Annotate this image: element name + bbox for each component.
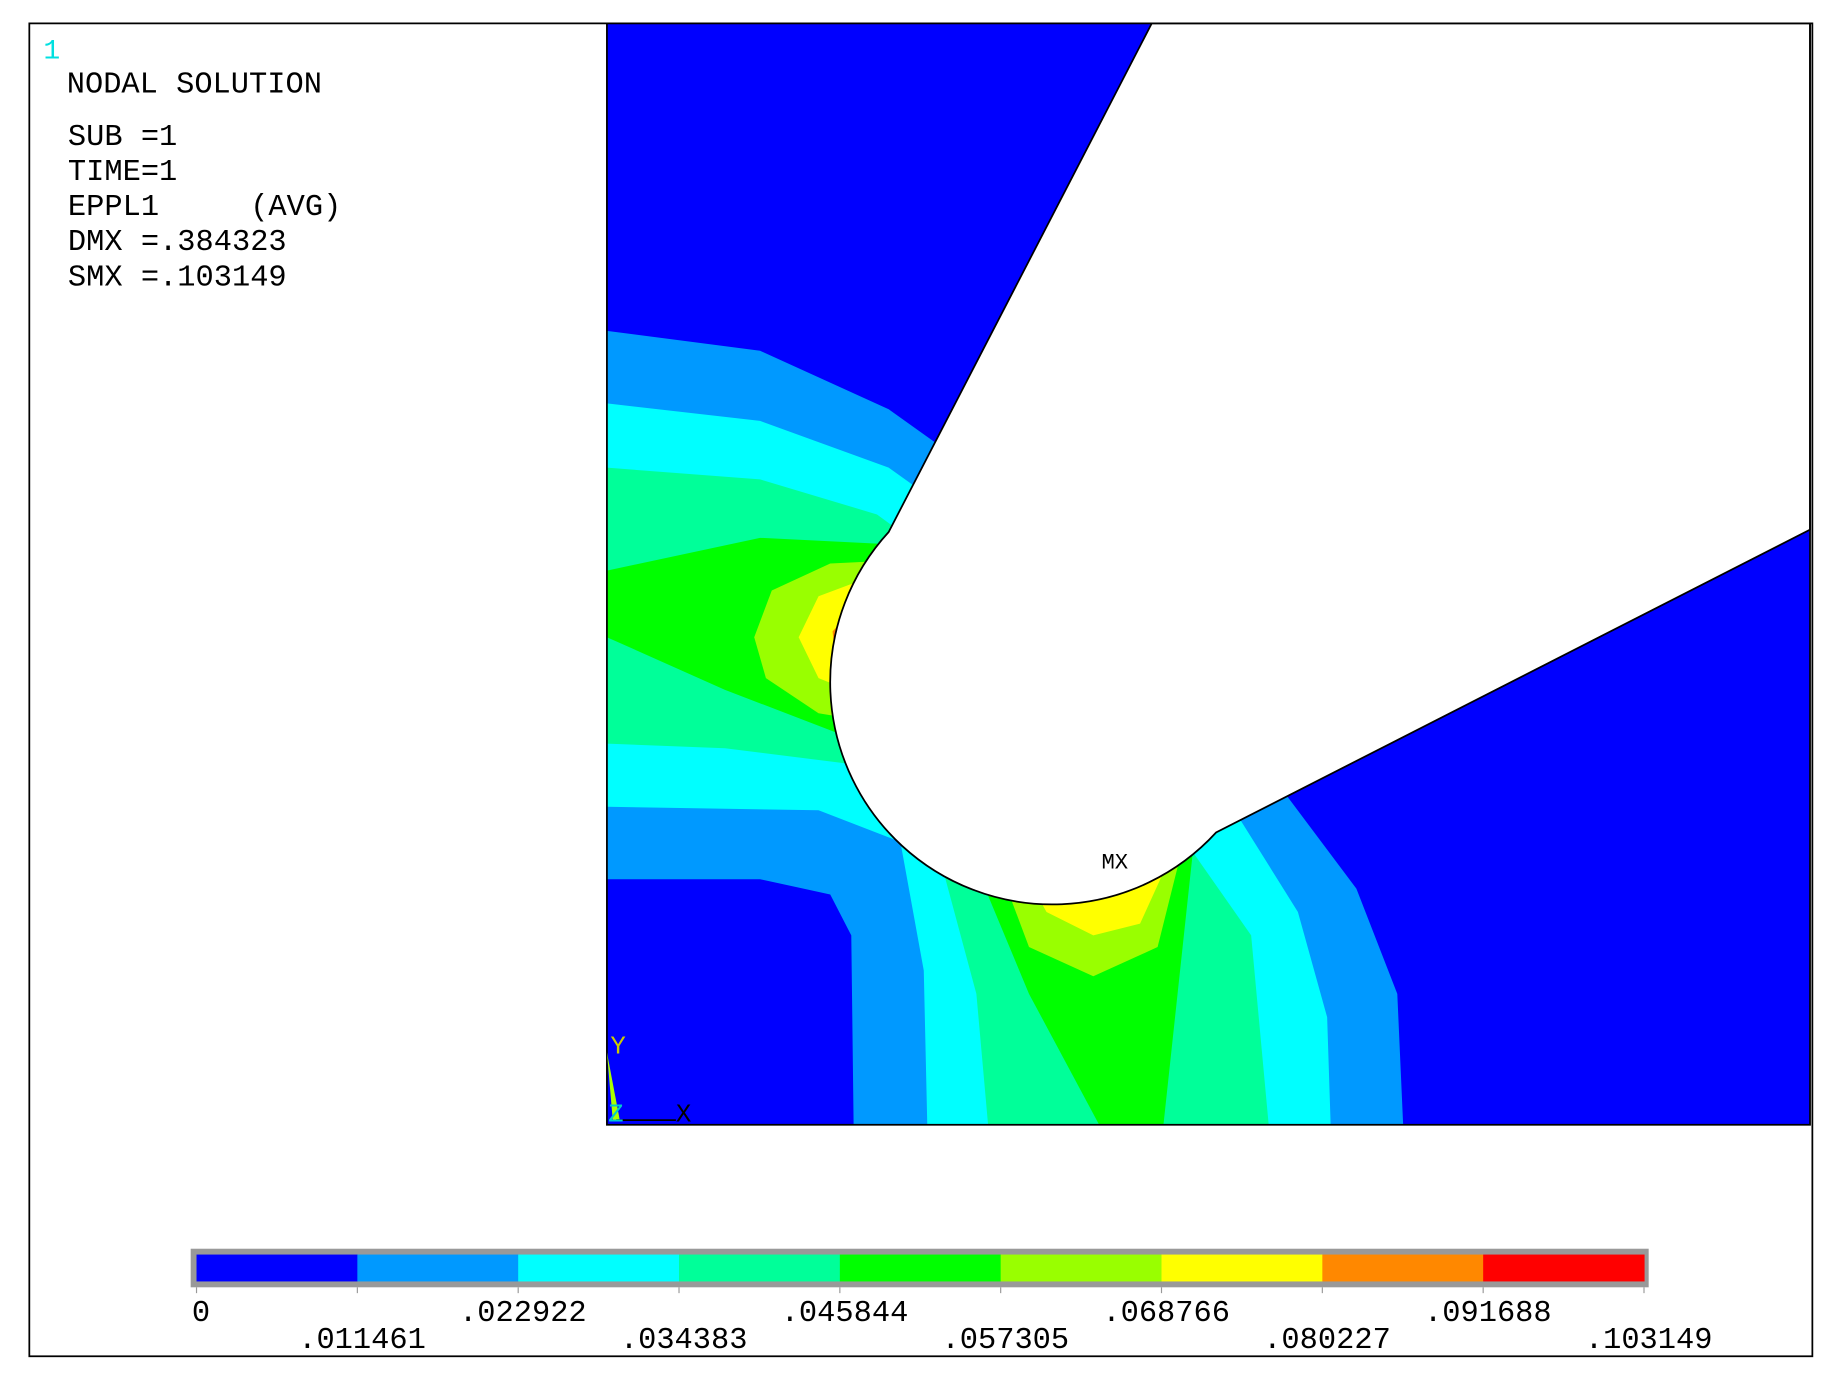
header-line: EPPL1 (AVG) [68, 191, 341, 225]
legend-swatch [1161, 1254, 1323, 1282]
legend-label: 0 [192, 1297, 210, 1331]
legend-label: .068766 [1102, 1297, 1230, 1331]
contour-band [606, 537, 1193, 1125]
header-title: NODAL SOLUTION [67, 68, 322, 102]
legend-label: .045844 [781, 1297, 909, 1331]
legend-swatch [679, 1254, 841, 1282]
legend-label: .091688 [1424, 1297, 1552, 1331]
header-line: SMX =.103149 [68, 261, 287, 295]
legend-label: .011461 [298, 1324, 426, 1358]
max-marker: MX [1101, 851, 1128, 876]
legend-label: .103149 [1585, 1324, 1713, 1358]
contour-plot [606, 22, 1811, 1126]
legend: 0 .011461 .022922 .034383 .045844 .057305 .068… [190, 1248, 1713, 1358]
triad-label: X [676, 1100, 691, 1129]
legend-label: .022922 [459, 1297, 587, 1331]
window-number: 1 [43, 36, 60, 67]
plot-border [606, 22, 1811, 1126]
legend-swatch [518, 1254, 680, 1282]
legend-swatch [196, 1254, 358, 1282]
header-line: SUB =1 [68, 121, 177, 155]
legend-swatch [839, 1254, 1002, 1282]
triad-label: Y [610, 1032, 625, 1061]
legend-label: .080227 [1263, 1324, 1391, 1358]
legend-label: .034383 [620, 1324, 748, 1358]
notch-hole [829, 22, 1811, 906]
legend-label: .057305 [942, 1324, 1070, 1358]
header-line: DMX =.384323 [68, 226, 287, 260]
header-line: TIME=1 [68, 156, 177, 190]
triad-label: Z [608, 1100, 623, 1129]
legend-swatch [1483, 1254, 1645, 1282]
legend-swatch [1000, 1254, 1163, 1282]
legend-swatch [1322, 1254, 1484, 1282]
legend-swatch [357, 1254, 519, 1282]
